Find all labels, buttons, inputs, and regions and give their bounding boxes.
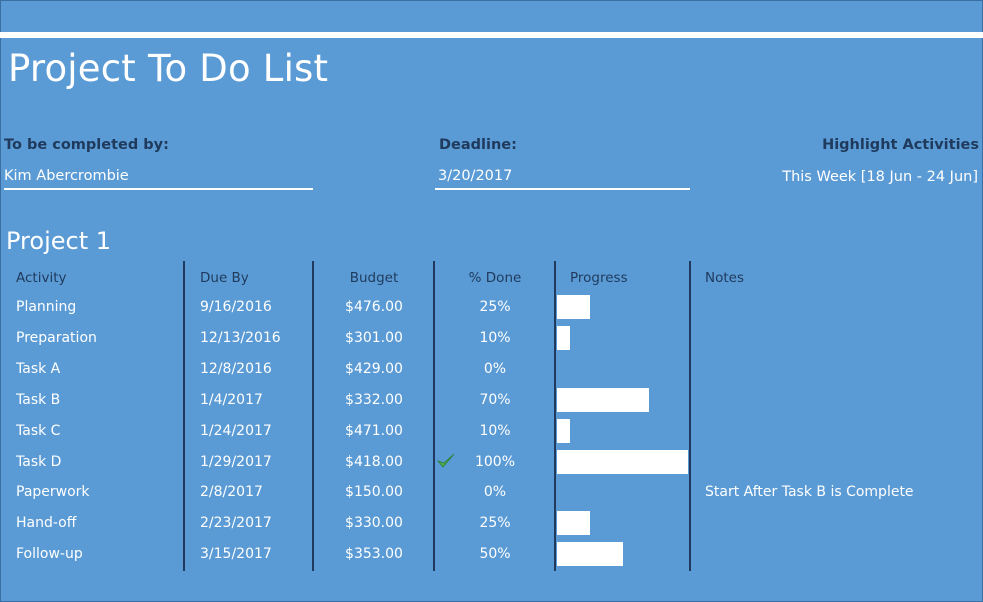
- cell-percent-done[interactable]: 0%: [483, 361, 507, 377]
- cell-due-by[interactable]: 3/15/2017: [200, 546, 272, 562]
- cell-due-by[interactable]: 1/24/2017: [200, 423, 272, 439]
- completed-by-label: To be completed by:: [4, 137, 169, 153]
- cell-activity[interactable]: Planning: [16, 299, 77, 315]
- cell-activity[interactable]: Preparation: [16, 330, 97, 346]
- progress-bar: [557, 326, 570, 350]
- check-icon: [437, 453, 455, 468]
- progress-bar: [557, 542, 623, 566]
- column-divider: [433, 261, 435, 571]
- cell-percent-done[interactable]: 100%: [474, 454, 516, 470]
- column-divider: [689, 261, 691, 571]
- cell-budget[interactable]: $429.00: [345, 361, 403, 377]
- deadline-field[interactable]: 3/20/2017: [435, 168, 690, 190]
- cell-due-by[interactable]: 9/16/2016: [200, 299, 272, 315]
- cell-due-by[interactable]: 2/23/2017: [200, 515, 272, 531]
- header-progress[interactable]: Progress: [570, 270, 628, 286]
- cell-due-by[interactable]: 1/29/2017: [200, 454, 272, 470]
- cell-notes[interactable]: Start After Task B is Complete: [705, 484, 914, 500]
- progress-bar: [557, 295, 590, 319]
- highlight-activities-value[interactable]: This Week [18 Jun - 24 Jun]: [782, 169, 978, 185]
- header-percent-done[interactable]: % Done: [468, 270, 522, 286]
- header-activity[interactable]: Activity: [16, 270, 67, 286]
- cell-due-by[interactable]: 12/13/2016: [200, 330, 281, 346]
- cell-budget[interactable]: $330.00: [345, 515, 403, 531]
- cell-due-by[interactable]: 12/8/2016: [200, 361, 272, 377]
- cell-percent-done[interactable]: 10%: [479, 330, 511, 346]
- progress-bar: [557, 511, 590, 535]
- progress-bar: [557, 419, 570, 443]
- cell-budget[interactable]: $418.00: [345, 454, 403, 470]
- cell-activity[interactable]: Hand-off: [16, 515, 77, 531]
- cell-budget[interactable]: $476.00: [345, 299, 403, 315]
- cell-percent-done[interactable]: 50%: [479, 546, 511, 562]
- cell-budget[interactable]: $301.00: [345, 330, 403, 346]
- cell-due-by[interactable]: 2/8/2017: [200, 484, 263, 500]
- top-divider: [0, 32, 983, 38]
- cell-percent-done[interactable]: 25%: [479, 299, 511, 315]
- cell-budget[interactable]: $353.00: [345, 546, 403, 562]
- project-title: Project 1: [6, 227, 112, 255]
- cell-activity[interactable]: Follow-up: [16, 546, 83, 562]
- cell-activity[interactable]: Task C: [16, 423, 61, 439]
- cell-percent-done[interactable]: 25%: [479, 515, 511, 531]
- progress-bar: [557, 450, 688, 474]
- progress-bar: [557, 388, 649, 412]
- deadline-label: Deadline:: [439, 137, 517, 153]
- highlight-activities-label: Highlight Activities: [822, 137, 979, 153]
- cell-activity[interactable]: Task B: [16, 392, 61, 408]
- cell-budget[interactable]: $471.00: [345, 423, 403, 439]
- cell-activity[interactable]: Paperwork: [16, 484, 90, 500]
- page-title: Project To Do List: [8, 47, 329, 90]
- cell-percent-done[interactable]: 10%: [479, 423, 511, 439]
- cell-budget[interactable]: $332.00: [345, 392, 403, 408]
- column-divider: [312, 261, 314, 571]
- cell-due-by[interactable]: 1/4/2017: [200, 392, 263, 408]
- column-divider: [554, 261, 556, 571]
- completed-by-field[interactable]: Kim Abercrombie: [4, 168, 313, 190]
- cell-budget[interactable]: $150.00: [345, 484, 403, 500]
- header-budget[interactable]: Budget: [349, 270, 399, 286]
- cell-percent-done[interactable]: 0%: [483, 484, 507, 500]
- cell-activity[interactable]: Task D: [16, 454, 62, 470]
- header-notes[interactable]: Notes: [705, 270, 744, 286]
- cell-percent-done[interactable]: 70%: [479, 392, 511, 408]
- header-due-by[interactable]: Due By: [200, 270, 249, 286]
- cell-activity[interactable]: Task A: [16, 361, 61, 377]
- column-divider: [183, 261, 185, 571]
